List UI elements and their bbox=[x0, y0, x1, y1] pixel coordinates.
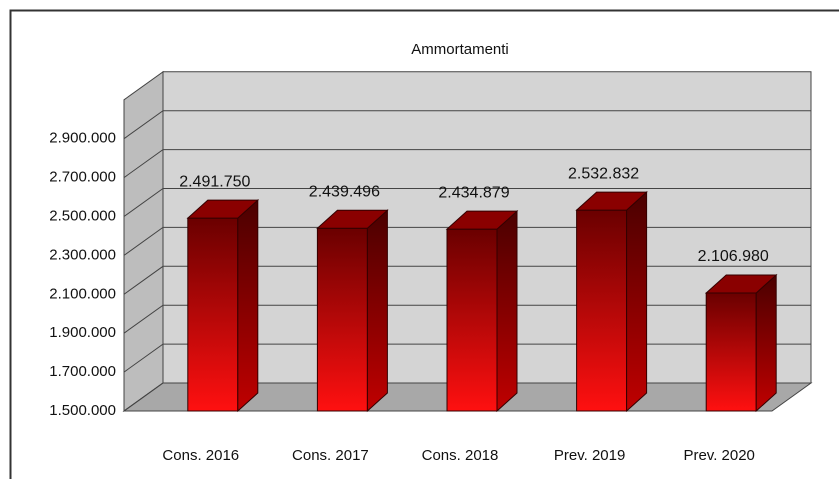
bar bbox=[187, 217, 239, 412]
bar-side bbox=[626, 190, 648, 413]
bar-top bbox=[704, 274, 778, 294]
bar-side bbox=[366, 209, 388, 413]
chart-title: Ammortamenti bbox=[411, 41, 509, 58]
bar-side bbox=[237, 198, 259, 413]
y-tick-label: 2.100.000 bbox=[49, 285, 116, 302]
grid-line bbox=[123, 149, 811, 179]
bar-top bbox=[186, 199, 260, 219]
x-tick-label: Prev. 2019 bbox=[554, 447, 625, 464]
y-tick-label: 2.700.000 bbox=[49, 169, 116, 186]
bar bbox=[705, 292, 757, 412]
x-tick-label: Prev. 2020 bbox=[683, 447, 754, 464]
y-tick-label: 1.900.000 bbox=[49, 324, 116, 341]
bar-top bbox=[316, 209, 389, 229]
y-tick-label: 1.500.000 bbox=[49, 402, 116, 419]
bar bbox=[576, 209, 628, 412]
value-label: 2.491.750 bbox=[179, 173, 250, 190]
bar-top bbox=[575, 191, 648, 211]
bar-top bbox=[445, 210, 519, 230]
grid-line bbox=[123, 110, 811, 140]
bar-side bbox=[755, 273, 777, 413]
value-label: 2.532.832 bbox=[568, 165, 639, 182]
y-tick-label: 2.500.000 bbox=[49, 207, 116, 224]
grid-line bbox=[123, 188, 811, 217]
x-tick-label: Cons. 2018 bbox=[422, 447, 499, 464]
value-label: 2.106.980 bbox=[698, 248, 769, 265]
bar bbox=[316, 227, 368, 412]
value-label: 2.439.496 bbox=[309, 183, 380, 200]
x-tick-label: Cons. 2017 bbox=[292, 447, 369, 464]
y-tick-label: 1.700.000 bbox=[49, 363, 116, 380]
bar-side bbox=[496, 210, 518, 413]
y-tick-label: 2.300.000 bbox=[49, 246, 116, 263]
x-tick-label: Cons. 2016 bbox=[162, 447, 239, 464]
y-tick-label: 2.900.000 bbox=[49, 130, 116, 147]
value-label: 2.434.879 bbox=[438, 184, 509, 201]
bar bbox=[446, 228, 498, 412]
